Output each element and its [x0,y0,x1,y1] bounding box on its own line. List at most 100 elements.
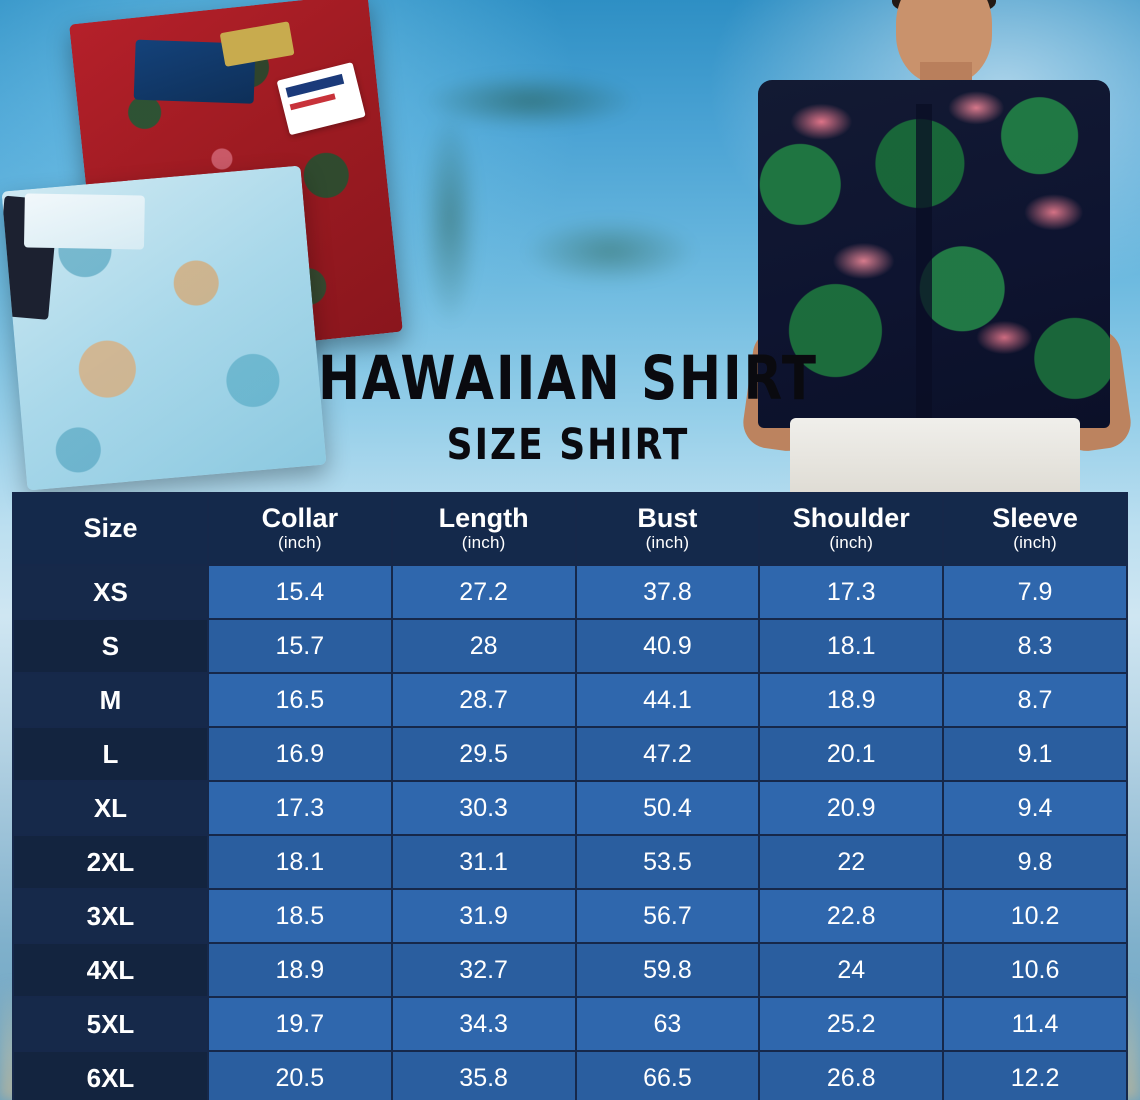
red-shirt-hangtag [276,62,366,136]
row-bust: 40.9 [574,618,761,675]
row-shoulder: 22 [758,834,945,891]
row-sleeve: 7.9 [942,564,1128,621]
row-bust: 53.5 [574,834,761,891]
red-shirt-label [219,21,295,67]
palm-leaf-blur-top [330,0,730,430]
title-block: HAWAIIAN SHIRT SIZE SHIRT [318,343,818,469]
row-shoulder: 17.3 [758,564,945,621]
size-table-body: XS 15.4 27.2 37.8 17.3 7.9 S 15.7 28 40.… [12,564,1128,1100]
row-bust: 47.2 [574,726,761,783]
row-collar: 15.7 [206,618,393,675]
row-sleeve: 8.3 [942,618,1128,675]
size-table-head: Size Collar (inch) Length (inch) Bust (i… [12,491,1128,567]
row-shoulder: 20.9 [758,780,945,837]
table-row: L 16.9 29.5 47.2 20.1 9.1 [12,726,1128,783]
row-length: 34.3 [390,996,577,1053]
row-size: 4XL [12,942,209,999]
header-bust-unit: (inch) [645,533,690,553]
row-size: S [12,618,209,675]
table-row: 6XL 20.5 35.8 66.5 26.8 12.2 [12,1050,1128,1100]
header-size-label: Size [83,512,138,543]
row-bust: 37.8 [574,564,761,621]
table-row: S 15.7 28 40.9 18.1 8.3 [12,618,1128,675]
header-collar-unit: (inch) [277,533,322,553]
header-shoulder-label: Shoulder [792,503,910,533]
row-sleeve: 10.6 [942,942,1128,999]
size-table-wrapper: Size Collar (inch) Length (inch) Bust (i… [12,491,1128,1100]
header-bust-label: Bust [637,503,698,533]
size-table: Size Collar (inch) Length (inch) Bust (i… [12,491,1128,1100]
row-collar: 16.9 [206,726,393,783]
row-collar: 18.9 [206,942,393,999]
row-collar: 19.7 [206,996,393,1053]
row-shoulder: 25.2 [758,996,945,1053]
header-sleeve: Sleeve (inch) [942,491,1128,567]
row-length: 27.2 [390,564,577,621]
row-length: 28 [390,618,577,675]
row-sleeve: 9.4 [942,780,1128,837]
row-size: M [12,672,209,729]
row-length: 32.7 [390,942,577,999]
model-flamingo-shirt [758,80,1110,428]
header-length-unit: (inch) [461,533,506,553]
row-collar: 15.4 [206,564,393,621]
header-sleeve-unit: (inch) [1013,533,1057,553]
row-length: 28.7 [390,672,577,729]
row-size: 5XL [12,996,209,1053]
row-collar: 18.5 [206,888,393,945]
row-size: L [12,726,209,783]
header-sleeve-label: Sleeve [992,503,1078,533]
row-sleeve: 9.1 [942,726,1128,783]
row-collar: 20.5 [206,1050,393,1100]
row-bust: 56.7 [574,888,761,945]
row-length: 30.3 [390,780,577,837]
row-bust: 44.1 [574,672,761,729]
blue-hawaiian-shirt-image [1,165,327,491]
page-title: HAWAIIAN SHIRT [318,343,818,414]
table-row: 3XL 18.5 31.9 56.7 22.8 10.2 [12,888,1128,945]
row-bust: 66.5 [574,1050,761,1100]
table-row: 4XL 18.9 32.7 59.8 24 10.6 [12,942,1128,999]
row-length: 31.9 [390,888,577,945]
row-collar: 17.3 [206,780,393,837]
row-size: 6XL [12,1050,209,1100]
row-collar: 18.1 [206,834,393,891]
row-length: 35.8 [390,1050,577,1100]
row-shoulder: 18.9 [758,672,945,729]
row-size: XS [12,564,209,621]
header-shoulder: Shoulder (inch) [758,491,945,567]
header-size: Size [12,491,209,567]
row-shoulder: 22.8 [758,888,945,945]
row-length: 29.5 [390,726,577,783]
header-collar: Collar (inch) [206,491,393,567]
row-length: 31.1 [390,834,577,891]
table-row: XL 17.3 30.3 50.4 20.9 9.4 [12,780,1128,837]
table-header-row: Size Collar (inch) Length (inch) Bust (i… [12,491,1128,567]
row-size: XL [12,780,209,837]
row-sleeve: 11.4 [942,996,1128,1053]
header-collar-label: Collar [261,503,339,533]
row-size: 2XL [12,834,209,891]
blue-shirt-collar [23,193,145,250]
row-sleeve: 8.7 [942,672,1128,729]
table-row: 5XL 19.7 34.3 63 25.2 11.4 [12,996,1128,1053]
model-white-shorts [790,418,1080,492]
header-length-label: Length [438,503,529,533]
header-shoulder-unit: (inch) [829,533,874,553]
row-sleeve: 12.2 [942,1050,1128,1100]
header-bust: Bust (inch) [574,491,761,567]
row-shoulder: 26.8 [758,1050,945,1100]
row-shoulder: 24 [758,942,945,999]
row-bust: 59.8 [574,942,761,999]
row-collar: 16.5 [206,672,393,729]
row-sleeve: 9.8 [942,834,1128,891]
page-subtitle: SIZE SHIRT [446,421,690,470]
row-shoulder: 20.1 [758,726,945,783]
model-shirt-placket [916,104,932,424]
row-bust: 50.4 [574,780,761,837]
model-photo [720,0,1140,492]
header-length: Length (inch) [390,491,577,567]
table-row: XS 15.4 27.2 37.8 17.3 7.9 [12,564,1128,621]
row-size: 3XL [12,888,209,945]
